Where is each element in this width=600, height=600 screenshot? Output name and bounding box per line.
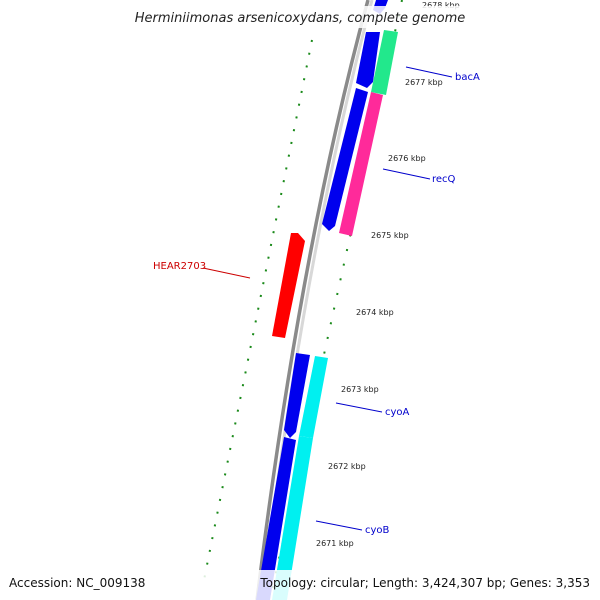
kbp-tick-labels: 2678 kbp 2677 kbp 2676 kbp 2675 kbp 2674… xyxy=(316,1,460,548)
gene-label-HEAR2703: HEAR2703 xyxy=(153,261,206,272)
track-recQ xyxy=(339,92,383,236)
tick-label-2678: 2678 kbp xyxy=(422,1,460,10)
forward-strand-genes xyxy=(256,0,388,600)
track-cyoA xyxy=(299,356,328,438)
gene-arrow-cyoB xyxy=(256,437,296,600)
gene-arrow-recQ xyxy=(322,88,368,231)
track-bacA xyxy=(371,30,398,95)
tick-label-2671: 2671 kbp xyxy=(316,539,354,548)
gene-label-recQ: recQ xyxy=(432,174,456,185)
accession-label: Accession: NC_009138 xyxy=(9,576,145,590)
tick-label-2673: 2673 kbp xyxy=(341,385,379,394)
gene-label-cyoA: cyoA xyxy=(385,407,410,418)
reverse-strand-genes xyxy=(272,233,305,338)
gene-labels: bacA recQ HEAR2703 cyoA cyoB xyxy=(153,66,480,536)
gene-arrow-cyoA xyxy=(284,353,310,438)
tick-label-2674: 2674 kbp xyxy=(356,308,394,317)
tick-label-2672: 2672 kbp xyxy=(328,462,366,471)
gene-arrow-bacA xyxy=(356,32,380,88)
gene-label-cyoB: cyoB xyxy=(365,525,390,536)
outer-guide-ring xyxy=(202,39,313,586)
functional-tracks xyxy=(272,30,398,600)
track-cyoB xyxy=(272,436,313,600)
tick-label-2675: 2675 kbp xyxy=(371,231,409,240)
map-title: Herminiimonas arsenicoxydans, complete g… xyxy=(135,11,465,26)
gene-label-bacA: bacA xyxy=(455,72,480,83)
gene-arrow-HEAR2703 xyxy=(272,233,305,338)
tick-label-2677: 2677 kbp xyxy=(405,78,443,87)
tick-label-2676: 2676 kbp xyxy=(388,154,426,163)
topology-summary: Topology: circular; Length: 3,424,307 bp… xyxy=(259,576,590,590)
